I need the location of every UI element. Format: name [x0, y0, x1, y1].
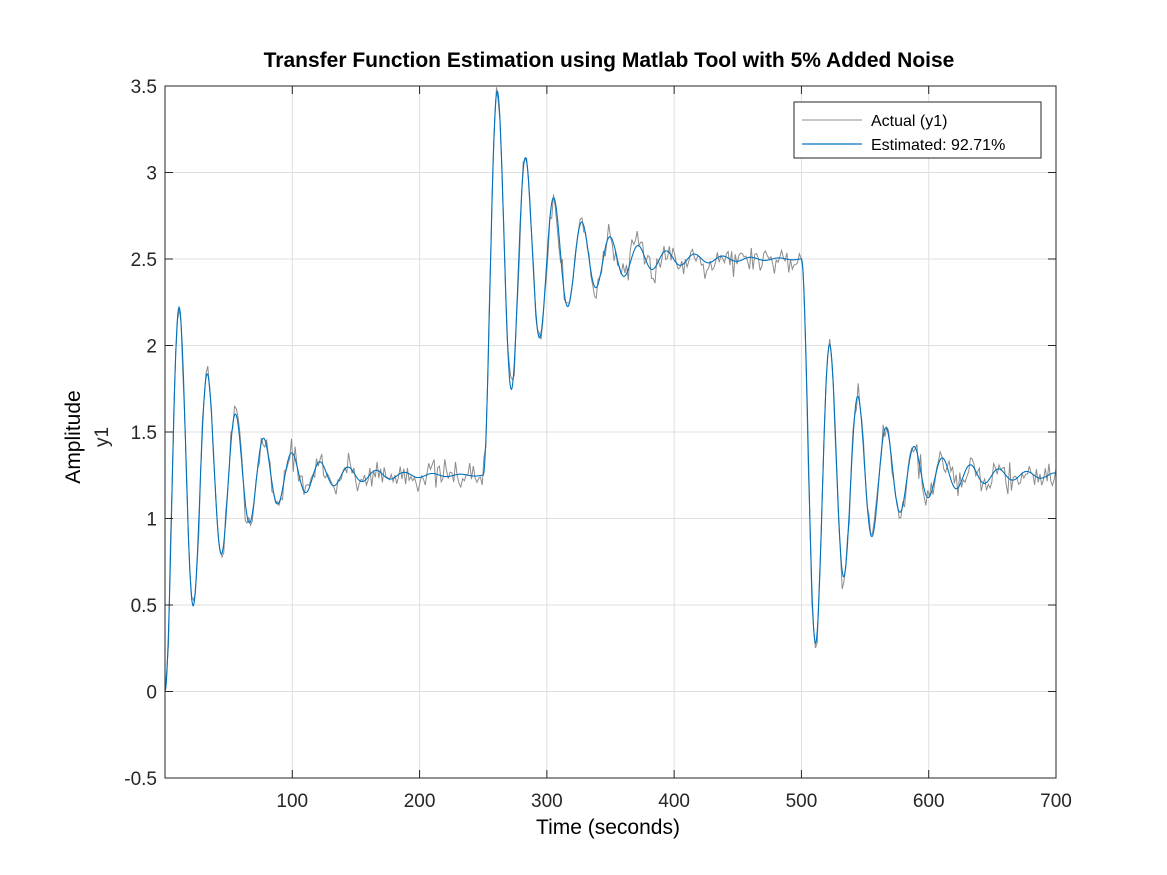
y-tick-label: 1.5	[131, 423, 157, 444]
legend-label-actual: Actual (y1)	[871, 113, 947, 130]
y-tick-label: 2.5	[131, 250, 157, 271]
y-axis-channel-label: y1	[92, 427, 113, 447]
legend-box	[793, 101, 1042, 159]
y-tick-label: 1	[146, 510, 157, 531]
series-estimated-line	[164, 89, 1056, 692]
y-tick-label: 3.5	[131, 77, 157, 98]
x-tick-labels: 100 200 300 400 500 600 700	[276, 791, 1071, 812]
legend[interactable]: Actual (y1) Estimated: 92.71%	[793, 101, 1042, 159]
legend-label-estimated: Estimated: 92.71%	[871, 137, 1005, 154]
x-tick-label: 300	[531, 791, 563, 812]
x-tick-label: 500	[786, 791, 818, 812]
y-tick-label: 3	[146, 164, 157, 185]
x-tick-label: 100	[276, 791, 308, 812]
y-tick-label: 2	[146, 337, 157, 358]
x-tick-label: 400	[658, 791, 690, 812]
y-axis-label: Amplitude	[62, 390, 85, 483]
x-tick-label: 600	[913, 791, 945, 812]
x-axis-label: Time (seconds)	[536, 816, 680, 839]
tick-marks	[165, 85, 1057, 779]
y-tick-label: 0.5	[131, 596, 157, 617]
x-tick-label: 200	[404, 791, 436, 812]
x-tick-label: 700	[1040, 791, 1072, 812]
y-tick-labels: -0.5 0 0.5 1 1.5 2 2.5 3 3.5	[124, 77, 157, 790]
y-tick-label: 0	[146, 683, 157, 704]
y-tick-label: -0.5	[124, 769, 157, 790]
series-layer	[164, 87, 1057, 692]
plot-area	[164, 85, 1057, 779]
chart-title: Transfer Function Estimation using Matla…	[264, 49, 955, 72]
